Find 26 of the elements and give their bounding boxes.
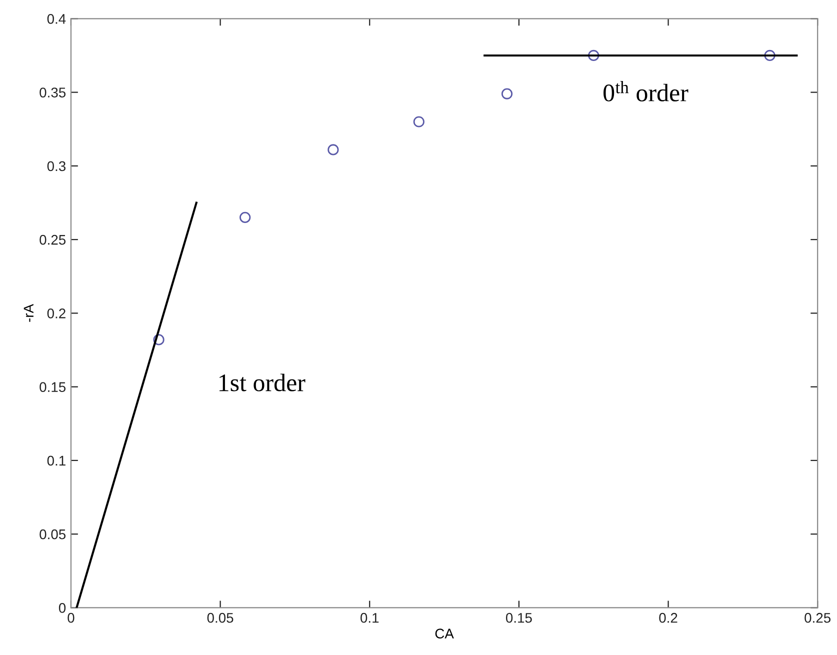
y-tick-label: 0 bbox=[58, 603, 66, 613]
y-tick-label: 0.2 bbox=[47, 308, 66, 318]
annotation: 0$^{th}$ order bbox=[604, 81, 688, 102]
annotation: 1st order bbox=[220, 374, 306, 392]
point bbox=[153, 334, 164, 346]
x-tick-label: 0.2 bbox=[659, 612, 678, 623]
y-tick-label: 0.4 bbox=[47, 14, 66, 24]
x-tick-label: 0.25 bbox=[804, 612, 831, 623]
y-tick-label: 0.05 bbox=[40, 529, 66, 540]
point bbox=[764, 50, 776, 62]
point bbox=[588, 50, 600, 62]
y-tick-label: 0.15 bbox=[40, 382, 66, 392]
x-tick-label: 0 bbox=[68, 612, 74, 623]
x-tick-label: 0.1 bbox=[360, 612, 379, 623]
point bbox=[501, 88, 513, 100]
y-tick-label: 0.25 bbox=[40, 234, 66, 245]
x-axis-title: CA bbox=[435, 628, 454, 638]
point bbox=[413, 116, 424, 128]
y-axis-title: -rA bbox=[24, 304, 34, 322]
y-tick-label: 0.1 bbox=[47, 456, 66, 466]
y-tick-label: 0.35 bbox=[40, 88, 66, 98]
x-tick-label: 0.05 bbox=[207, 612, 234, 623]
point bbox=[240, 212, 251, 224]
point bbox=[328, 144, 339, 156]
y-tick-label: 0.3 bbox=[47, 161, 66, 172]
x-tick-label: 0.15 bbox=[506, 612, 532, 623]
